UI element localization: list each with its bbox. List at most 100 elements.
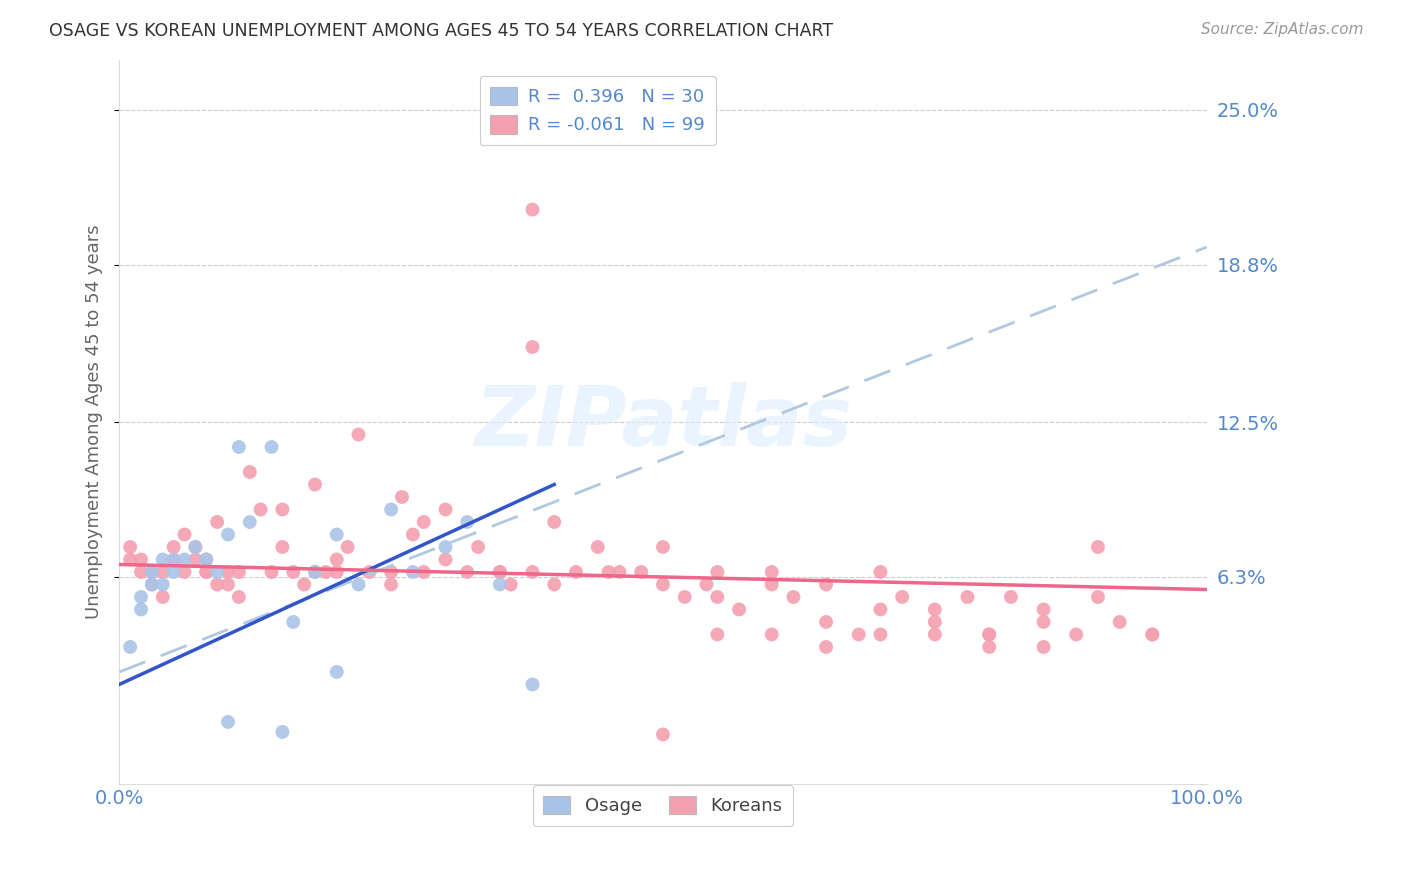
Point	[228, 590, 250, 604]
Point	[695, 577, 717, 591]
Point	[347, 577, 370, 591]
Point	[412, 565, 434, 579]
Point	[391, 490, 413, 504]
Point	[120, 540, 142, 554]
Point	[163, 565, 186, 579]
Point	[129, 565, 152, 579]
Point	[489, 565, 512, 579]
Point	[205, 515, 228, 529]
Point	[630, 565, 652, 579]
Point	[141, 565, 163, 579]
Point	[598, 565, 620, 579]
Point	[283, 565, 305, 579]
Point	[260, 565, 283, 579]
Point	[129, 590, 152, 604]
Point	[522, 677, 544, 691]
Point	[195, 552, 218, 566]
Point	[891, 590, 914, 604]
Point	[1032, 602, 1054, 616]
Point	[129, 552, 152, 566]
Point	[380, 565, 402, 579]
Point	[283, 615, 305, 629]
Point	[652, 540, 675, 554]
Point	[706, 590, 728, 604]
Point	[706, 627, 728, 641]
Point	[173, 565, 195, 579]
Point	[304, 477, 326, 491]
Text: OSAGE VS KOREAN UNEMPLOYMENT AMONG AGES 45 TO 54 YEARS CORRELATION CHART: OSAGE VS KOREAN UNEMPLOYMENT AMONG AGES …	[49, 22, 834, 40]
Point	[761, 565, 783, 579]
Point	[489, 565, 512, 579]
Point	[467, 540, 489, 554]
Point	[173, 527, 195, 541]
Point	[956, 590, 979, 604]
Point	[761, 577, 783, 591]
Point	[120, 640, 142, 654]
Text: Source: ZipAtlas.com: Source: ZipAtlas.com	[1201, 22, 1364, 37]
Point	[292, 577, 315, 591]
Point	[522, 202, 544, 217]
Point	[609, 565, 631, 579]
Point	[543, 515, 565, 529]
Point	[489, 577, 512, 591]
Point	[347, 427, 370, 442]
Point	[586, 540, 609, 554]
Point	[652, 577, 675, 591]
Point	[979, 640, 1001, 654]
Point	[326, 565, 349, 579]
Point	[979, 627, 1001, 641]
Point	[565, 565, 588, 579]
Point	[239, 515, 262, 529]
Point	[304, 565, 326, 579]
Point	[869, 602, 891, 616]
Point	[706, 565, 728, 579]
Point	[217, 527, 239, 541]
Point	[673, 590, 696, 604]
Point	[195, 552, 218, 566]
Point	[522, 340, 544, 354]
Point	[728, 602, 751, 616]
Point	[1032, 615, 1054, 629]
Point	[141, 565, 163, 579]
Point	[782, 590, 804, 604]
Point	[239, 465, 262, 479]
Point	[205, 565, 228, 579]
Point	[326, 527, 349, 541]
Point	[129, 602, 152, 616]
Point	[195, 565, 218, 579]
Point	[228, 440, 250, 454]
Point	[761, 627, 783, 641]
Point	[380, 577, 402, 591]
Point	[217, 714, 239, 729]
Legend: Osage, Koreans: Osage, Koreans	[533, 785, 793, 826]
Point	[163, 552, 186, 566]
Point	[205, 577, 228, 591]
Point	[152, 552, 174, 566]
Point	[359, 565, 381, 579]
Point	[815, 640, 838, 654]
Point	[456, 515, 478, 529]
Point	[217, 577, 239, 591]
Point	[271, 725, 294, 739]
Point	[260, 440, 283, 454]
Point	[924, 627, 946, 641]
Point	[924, 615, 946, 629]
Point	[315, 565, 337, 579]
Point	[522, 565, 544, 579]
Point	[1087, 540, 1109, 554]
Point	[152, 565, 174, 579]
Point	[141, 577, 163, 591]
Point	[120, 552, 142, 566]
Point	[152, 590, 174, 604]
Text: ZIPatlas: ZIPatlas	[474, 382, 852, 463]
Point	[924, 602, 946, 616]
Point	[652, 727, 675, 741]
Point	[304, 565, 326, 579]
Point	[1142, 627, 1164, 641]
Point	[228, 565, 250, 579]
Point	[434, 502, 457, 516]
Point	[184, 552, 207, 566]
Point	[195, 565, 218, 579]
Point	[326, 665, 349, 679]
Point	[869, 627, 891, 641]
